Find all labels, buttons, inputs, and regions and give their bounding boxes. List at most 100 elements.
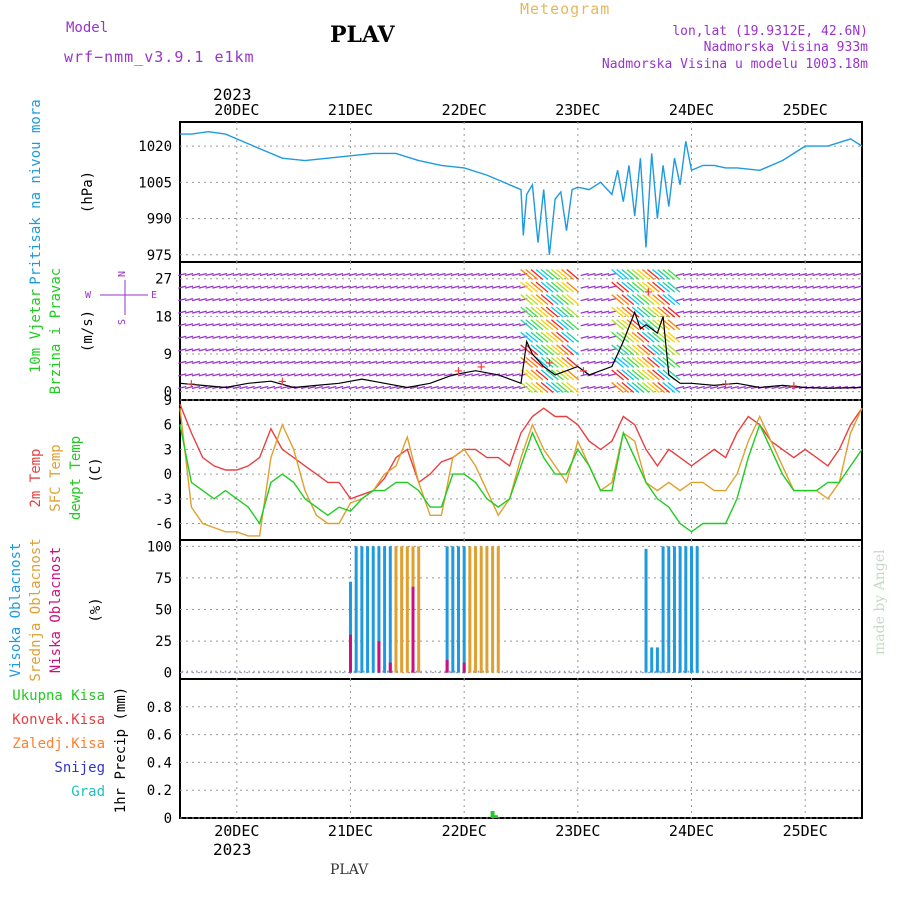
- wind-barb: [382, 348, 392, 352]
- wind-barb: [696, 360, 705, 364]
- panel-frame-precip: [179, 678, 863, 819]
- wind-barb: [853, 323, 862, 327]
- wind-barb: [382, 285, 392, 289]
- cloud-baseline-tick: [754, 670, 757, 673]
- wind-barb: [696, 323, 705, 327]
- wind-barb: [744, 360, 753, 364]
- wind-arrow: [561, 294, 575, 306]
- wind-barb: [710, 323, 719, 327]
- wind-barb: [805, 373, 814, 377]
- wind-barb: [375, 272, 385, 277]
- wind-barb: [273, 373, 282, 377]
- wind-barb: [505, 348, 514, 352]
- wind-barb: [328, 335, 337, 339]
- wind-barb: [478, 335, 487, 339]
- wind-barb: [778, 348, 787, 352]
- wind-barb: [485, 285, 494, 289]
- wind-barb: [198, 272, 207, 277]
- wind-barb: [471, 323, 480, 327]
- wind-barb: [341, 360, 351, 364]
- wind-barb: [287, 360, 296, 364]
- wind-arrow: [566, 331, 580, 343]
- wind-barb: [812, 323, 821, 327]
- wind-barb: [682, 310, 692, 314]
- wind-barb: [294, 310, 303, 314]
- wind-barb: [744, 298, 753, 302]
- wind-barb: [464, 323, 473, 327]
- wind-arrow: [626, 381, 640, 393]
- wind-barb: [300, 323, 310, 327]
- wind-arrow: [530, 269, 544, 281]
- wind-arrow: [566, 294, 580, 306]
- wind-barb: [409, 348, 419, 352]
- wind-barb: [409, 298, 419, 302]
- wind-barb: [219, 298, 228, 302]
- wind-barb: [498, 348, 507, 352]
- wind-barb: [259, 348, 269, 352]
- wind-barb: [444, 298, 453, 302]
- date-tick-bottom: 25DEC: [783, 822, 828, 840]
- wind-barb: [682, 298, 692, 302]
- date-tick-bottom: 20DEC: [214, 822, 259, 840]
- wind-barb: [826, 373, 835, 377]
- wind-arrow: [611, 319, 625, 331]
- wind-arrow: [667, 344, 681, 356]
- wind-barb: [478, 310, 487, 314]
- wind-arrow: [652, 281, 665, 293]
- wind-barb: [737, 298, 746, 302]
- compass-s: S: [117, 319, 128, 325]
- wind-barb: [198, 348, 207, 352]
- wind-barb: [805, 285, 814, 289]
- wind-arrow: [550, 331, 564, 343]
- temp-line-dewpt: [179, 422, 863, 533]
- wind-barb: [437, 285, 446, 289]
- cloud-baseline-tick: [339, 670, 341, 673]
- cloud-bar-mid: [394, 546, 398, 673]
- cloud-baseline-tick: [453, 670, 456, 673]
- wind-barb: [348, 348, 357, 352]
- wind-barb: [580, 335, 589, 339]
- wind-barb: [294, 285, 303, 289]
- wind-barb: [785, 360, 794, 364]
- cloud-bar-mid: [491, 546, 495, 673]
- wind-barb: [505, 272, 514, 277]
- cloud-title-low: Niska Oblacnost: [48, 547, 64, 673]
- wind-barb: [266, 373, 276, 377]
- wind-barb: [178, 285, 187, 289]
- cloud-baseline-tick: [807, 670, 809, 673]
- cloud-bar-mid: [400, 546, 404, 673]
- cloud-baseline-tick: [792, 670, 795, 673]
- wind-barb: [294, 335, 303, 339]
- wind-barb: [478, 385, 487, 390]
- cloud-baseline-tick: [530, 670, 532, 673]
- cloud-baseline-tick: [334, 670, 337, 673]
- wind-barb: [341, 323, 351, 327]
- wind-barb: [334, 360, 344, 364]
- panel-frames: [179, 121, 863, 819]
- wind-barb: [191, 272, 201, 277]
- wind-barb: [321, 323, 330, 327]
- wind-barb: [334, 310, 344, 314]
- cloud-baseline-tick: [859, 670, 862, 673]
- wind-barb: [805, 272, 814, 277]
- cloud-baseline-tick: [535, 670, 537, 673]
- wind-barb: [464, 385, 473, 390]
- wind-barb: [600, 272, 610, 277]
- cloud-bar-mid: [479, 546, 483, 673]
- wind-barb: [246, 373, 255, 377]
- wind-barb: [798, 335, 808, 339]
- wind-barb: [307, 385, 317, 390]
- wind-barb: [382, 310, 392, 314]
- y-tick-label: 1020: [138, 139, 172, 155]
- wind-arrow: [626, 344, 640, 356]
- wind-barb: [846, 285, 855, 289]
- wind-barb: [464, 335, 473, 339]
- cloud-baseline-tick: [191, 670, 193, 673]
- wind-barb: [498, 310, 507, 314]
- wind-barb: [396, 298, 405, 302]
- wind-barb: [839, 310, 848, 314]
- wind-arrow: [545, 381, 559, 393]
- cloud-baseline-tick: [692, 670, 695, 673]
- wind-barb: [253, 323, 262, 327]
